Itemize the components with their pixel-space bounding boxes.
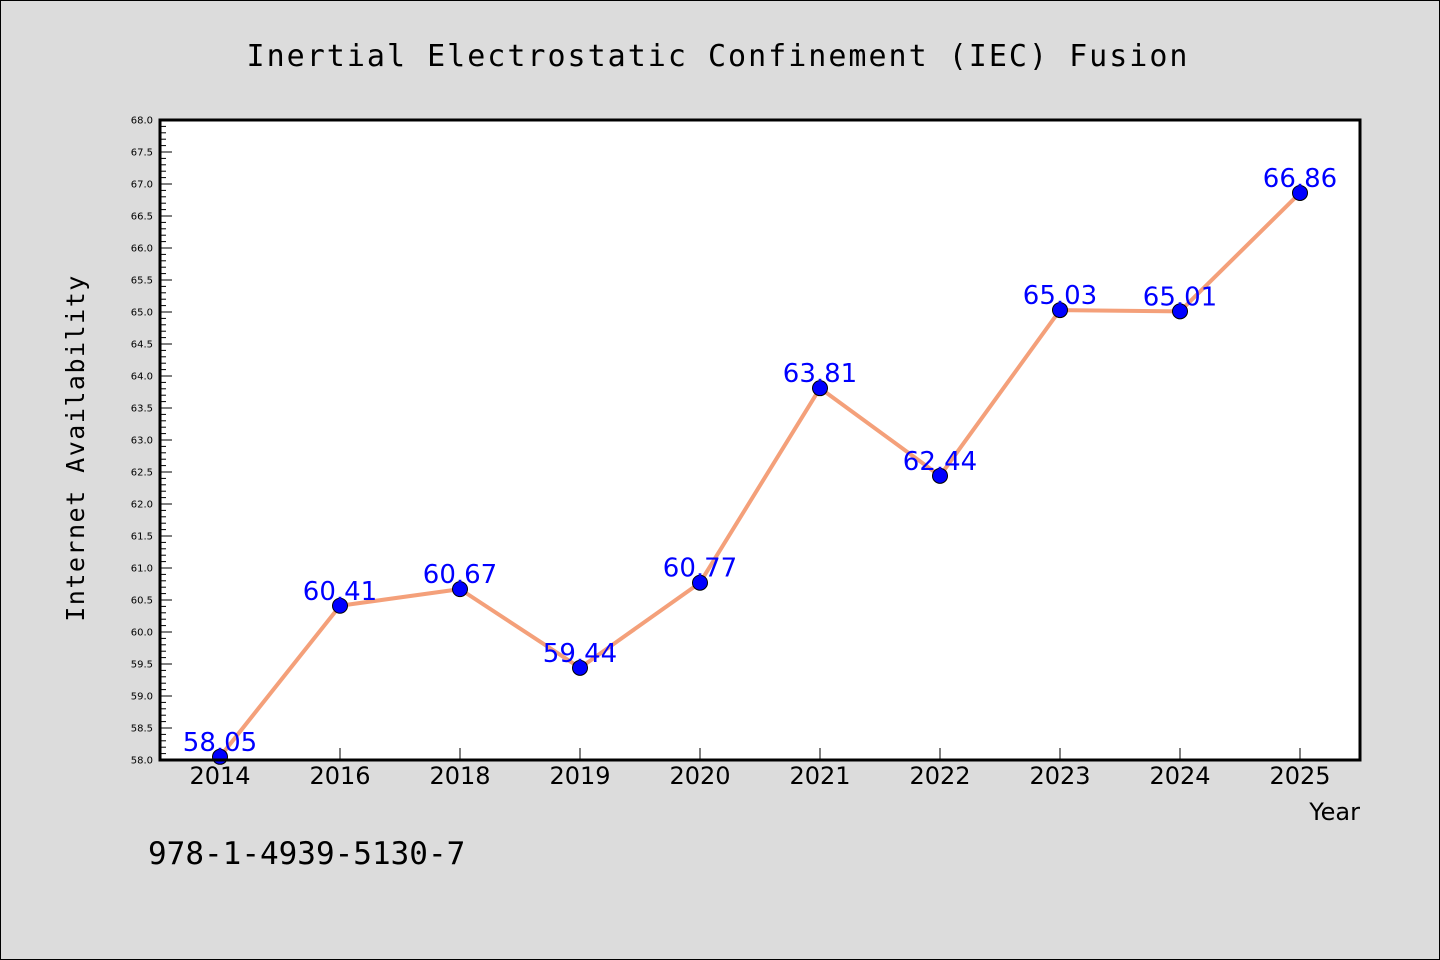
data-label: 62.44 [903,447,977,477]
data-label: 60.77 [663,554,737,584]
data-point [332,597,348,614]
x-tick-label: 2022 [909,762,970,790]
data-point [572,659,588,676]
y-tick-label: 67.5 [131,148,153,159]
y-tick-label: 60.0 [131,628,153,639]
y-tick-label: 62.5 [131,468,153,479]
data-point [932,467,948,484]
y-tick-label: 64.5 [131,340,153,351]
y-axis-label: Internet Availability [61,274,90,622]
x-tick-label: 2024 [1149,762,1210,790]
y-tick-label: 58.0 [131,756,153,767]
data-label: 60.41 [303,577,377,607]
y-tick-label: 59.0 [131,692,153,703]
data-label: 58.05 [183,728,257,758]
data-point [812,380,828,397]
y-tick-label: 59.5 [131,660,153,671]
x-tick-label: 2023 [1029,762,1090,790]
x-axis-label: Year [1308,798,1360,826]
x-tick-label: 2014 [189,762,250,790]
footer-isbn: 978-1-4939-5130-7 [148,836,465,872]
y-tick-label: 65.0 [131,308,153,319]
x-axis: 2014 2016 2018 2019 2020 2021 2022 2023 2024 2025 [189,748,1331,790]
data-label: 63.81 [783,359,857,389]
y-tick-label: 63.5 [131,404,153,415]
plot-area [160,120,1360,760]
data-label: 59.44 [543,639,617,669]
data-point [1172,303,1188,320]
data-point [1292,184,1308,201]
y-tick-label: 60.5 [131,596,153,607]
y-tick-label: 58.5 [131,724,153,735]
y-tick-label: 64.0 [131,372,153,383]
data-label: 65.03 [1023,281,1097,311]
y-tick-label: 66.5 [131,212,153,223]
y-tick-label: 61.5 [131,532,153,543]
y-tick-label: 62.0 [131,500,153,511]
x-tick-label: 2021 [789,762,850,790]
data-point [692,574,708,591]
data-label: 66.86 [1263,164,1337,194]
y-tick-label: 68.0 [131,116,153,127]
x-tick-label: 2016 [309,762,370,790]
y-tick-label: 66.0 [131,244,153,255]
chart-title: Inertial Electrostatic Confinement (IEC)… [247,39,1190,74]
y-tick-label: 61.0 [131,564,153,575]
x-tick-label: 2018 [429,762,490,790]
data-point [1052,302,1068,319]
y-tick-label: 65.5 [131,276,153,287]
series-line [218,191,1302,759]
y-tick-label: 63.0 [131,436,153,447]
y-axis: 58.0 58.5 59.0 59.5 60.0 60.5 61.0 61.5 62.0 62.5… [131,116,172,767]
x-tick-label: 2025 [1269,762,1330,790]
data-label: 65.01 [1143,282,1217,312]
y-tick-label: 67.0 [131,180,153,191]
data-point [452,581,468,598]
data-label: 60.67 [423,560,497,590]
plot-border [158,118,1362,762]
series-layer: 58.05 60.41 60.67 59.44 60.77 63.81 62.44 65.03… [183,164,1337,765]
x-tick-label: 2020 [669,762,730,790]
x-tick-label: 2019 [549,762,610,790]
